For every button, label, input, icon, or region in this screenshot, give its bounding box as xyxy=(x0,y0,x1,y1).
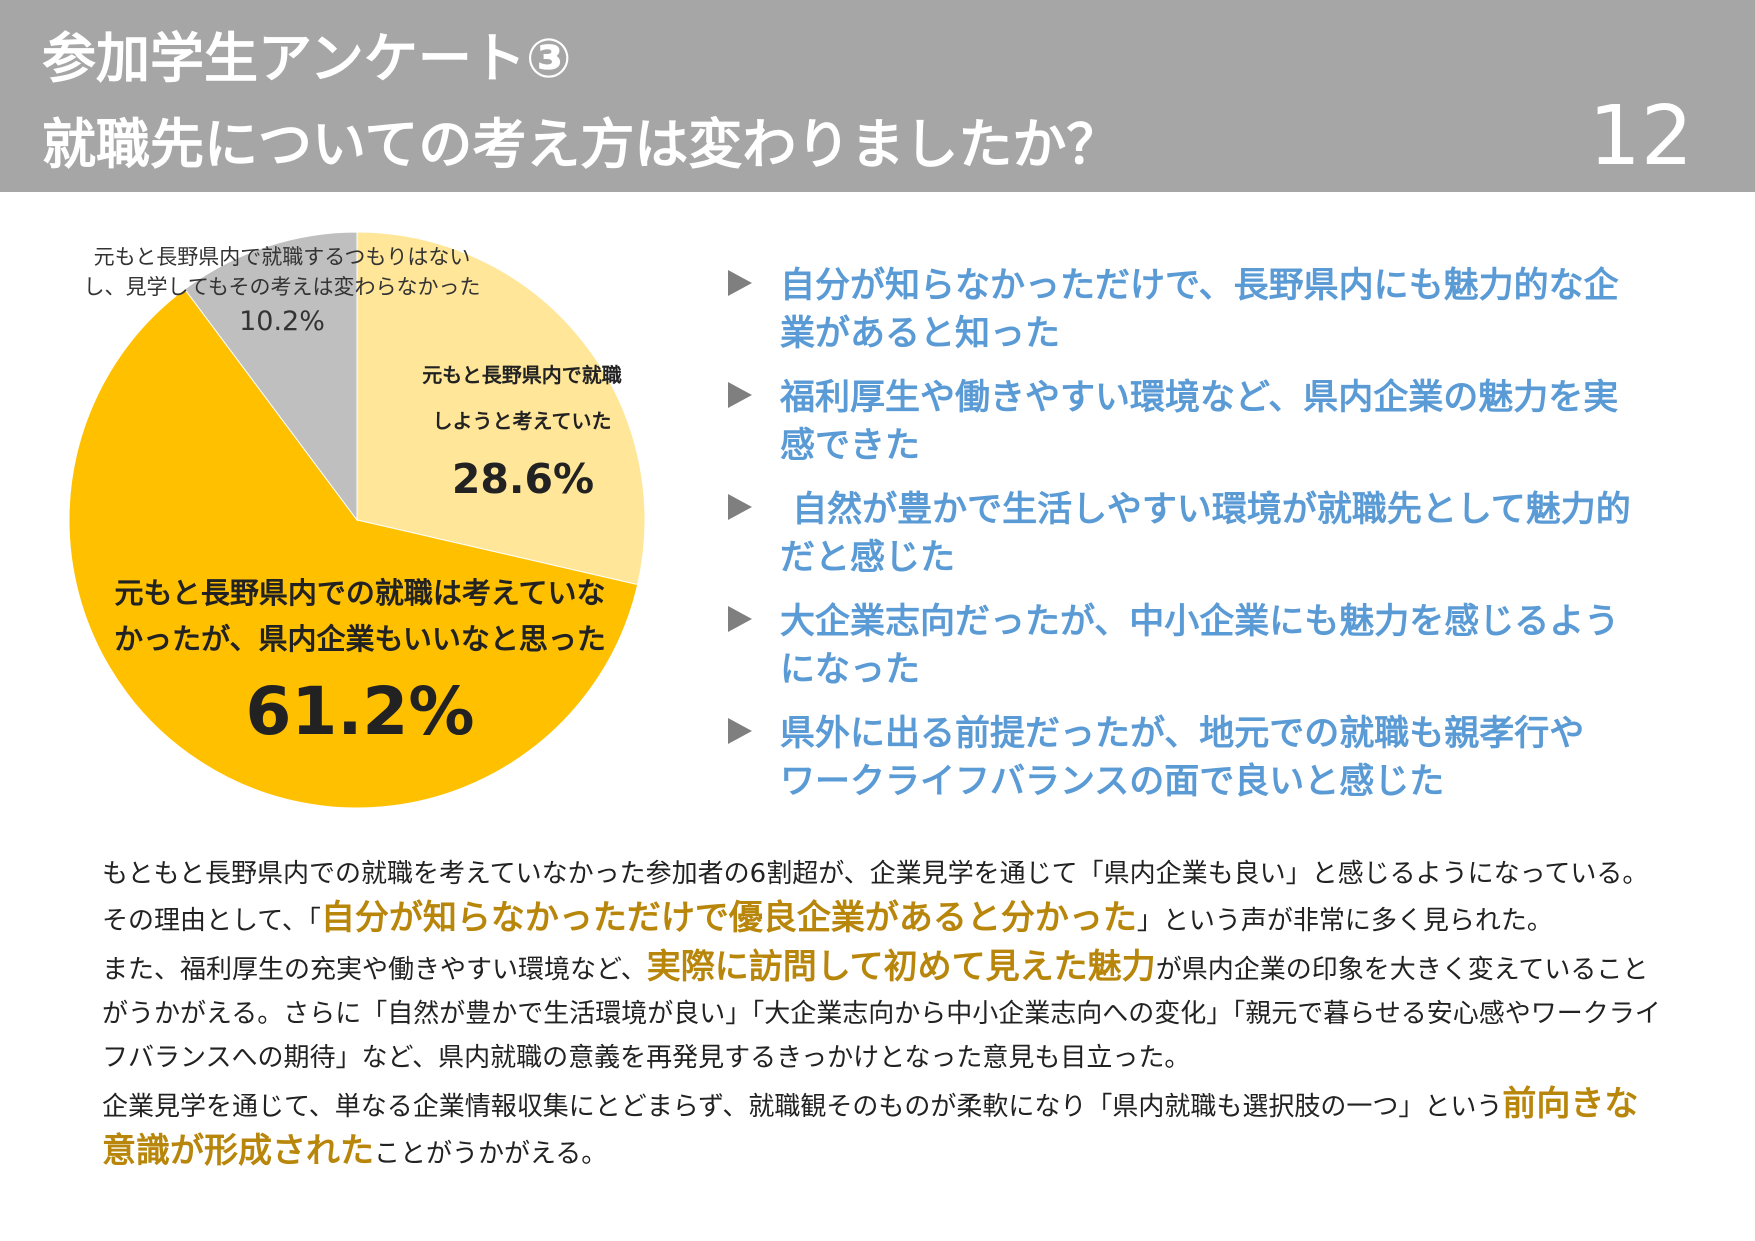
slice-label-gray-line2: し、見学してもその考えは変わらなかった xyxy=(83,275,481,299)
pie-slice-gray xyxy=(184,231,358,522)
slice-label-gold-line1: 元もと長野県内での就職は考えていな xyxy=(114,576,606,610)
reason-item: 大企業志向だったが、中小企業にも魅力を感じるよう になった xyxy=(728,598,1668,694)
summary-highlight: 自分が知らなかっただけで優良企業があると分かった xyxy=(320,898,1137,938)
summary-text-span: 企業見学を通じて、単なる企業情報収集にとどまらず、就職観そのものが柔軟になり「県… xyxy=(102,1092,1503,1122)
summary-text-span: が県内企業の印象を大きく変えていることがうかがえる。さらに「自然が豊かで生活環境… xyxy=(102,955,1661,1073)
summary-text-span: ことがうかがえる。 xyxy=(374,1139,608,1169)
summary-text-span: また、福利厚生の充実や働きやすい環境など、 xyxy=(102,955,647,985)
slice-label-light-line2: しようと考えていた xyxy=(432,409,612,433)
header-bar: 参加学生アンケート③ 就職先についての考え方は変わりましたか？ 12 xyxy=(0,0,1755,192)
reason-item: 自然が豊かで生活しやすい環境が就職先として魅力的 だと感じた xyxy=(728,486,1668,582)
slice-label-light-line1: 元もと長野県内で就職 xyxy=(422,363,622,387)
reason-item: 県外に出る前提だったが、地元での就職も親孝行や ワークライフバランスの面で良いと… xyxy=(728,710,1668,806)
pie-chart: 元もと長野県内で就職するつもりはない し、見学してもその考えは変わらなかった 1… xyxy=(0,192,700,832)
slice-value-gold: 61.2% xyxy=(245,673,475,750)
slice-label-gray: 元もと長野県内で就職するつもりはない し、見学してもその考えは変わらなかった 1… xyxy=(52,242,512,340)
summary-paragraph: もともと長野県内での就職を考えていなかった参加者の6割超が、企業見学を通じて「県… xyxy=(102,852,1662,943)
reason-item: 福利厚生や働きやすい環境など、県内企業の魅力を実 感できた xyxy=(728,374,1668,470)
reason-line2: 業があると知った xyxy=(780,314,1061,354)
reason-line1: 福利厚生や働きやすい環境など、県内企業の魅力を実 xyxy=(780,378,1619,418)
summary-text-span: もともと長野県内での就職を考えていなかった参加者の6割超が、企業見学を通じて「県… xyxy=(102,859,1649,936)
summary-paragraph: 企業見学を通じて、単なる企業情報収集にとどまらず、就職観そのものが柔軟になり「県… xyxy=(102,1082,1662,1176)
triangle-bullet-icon xyxy=(728,382,752,408)
slice-value-gray: 10.2% xyxy=(239,306,325,337)
reason-line2: ワークライフバランスの面で良いと感じた xyxy=(780,762,1445,802)
slice-label-gold-line2: かったが、県内企業もいいなと思った xyxy=(114,622,606,656)
page-title-line2: 就職先についての考え方は変わりましたか？ xyxy=(42,113,1121,176)
reason-line1: 県外に出る前提だったが、地元での就職も親孝行や xyxy=(780,714,1585,754)
page-number: 12 xyxy=(1588,89,1693,184)
page-title-line1: 参加学生アンケート③ xyxy=(42,27,572,90)
reason-line1: 自分が知らなかっただけで、長野県内にも魅力的な企 xyxy=(780,266,1619,306)
slice-value-light: 28.6% xyxy=(451,455,595,503)
triangle-bullet-icon xyxy=(728,606,752,632)
triangle-bullet-icon xyxy=(728,718,752,744)
reason-line2: だと感じた xyxy=(780,538,956,578)
triangle-bullet-icon xyxy=(728,270,752,296)
reason-line2: になった xyxy=(780,650,921,690)
slice-label-gold: 元もと長野県内での就職は考えていな かったが、県内企業もいいなと思った xyxy=(60,570,660,662)
slice-label-light: 元もと長野県内で就職 しようと考えていた xyxy=(392,352,652,444)
reason-line1: 大企業志向だったが、中小企業にも魅力を感じるよう xyxy=(780,602,1620,642)
reason-line1: 自然が豊かで生活しやすい環境が就職先として魅力的 xyxy=(780,490,1631,530)
summary-paragraph: また、福利厚生の充実や働きやすい環境など、実際に訪問して初めて見えた魅力が県内企… xyxy=(102,945,1662,1080)
summary-highlight: 実際に訪問して初めて見えた魅力 xyxy=(646,947,1156,987)
reason-list: 自分が知らなかっただけで、長野県内にも魅力的な企 業があると知った 福利厚生や働… xyxy=(728,262,1668,822)
summary-highlight: 前向きな意識が形成された xyxy=(102,1084,1639,1171)
triangle-bullet-icon xyxy=(728,494,752,520)
pie-slice-light xyxy=(356,231,646,586)
pie-chart-svg xyxy=(68,231,646,809)
slice-label-gray-line1: 元もと長野県内で就職するつもりはない xyxy=(93,245,471,269)
summary-text: もともと長野県内での就職を考えていなかった参加者の6割超が、企業見学を通じて「県… xyxy=(102,852,1662,1178)
summary-text-span: 」という声が非常に多く見られた。 xyxy=(1136,906,1553,936)
reason-item: 自分が知らなかっただけで、長野県内にも魅力的な企 業があると知った xyxy=(728,262,1668,358)
pie-slice-gold xyxy=(68,288,639,809)
reason-line2: 感できた xyxy=(780,426,921,466)
